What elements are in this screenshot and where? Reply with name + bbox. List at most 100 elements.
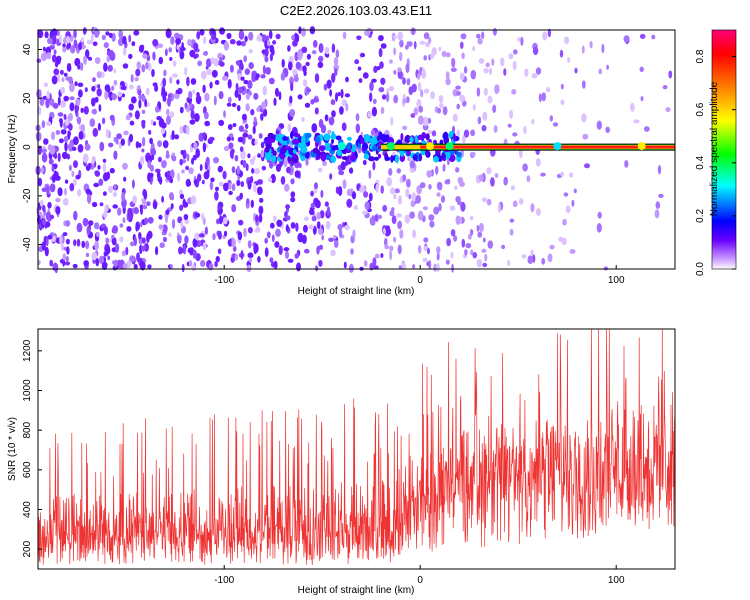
noise-blob	[333, 57, 339, 66]
noise-blob	[531, 73, 538, 79]
noise-blob	[53, 163, 58, 169]
noise-blob	[169, 76, 173, 84]
noise-blob	[97, 122, 101, 131]
noise-blob	[483, 68, 489, 74]
noise-blob	[58, 138, 64, 144]
noise-blob	[231, 183, 236, 192]
noise-blob	[287, 123, 292, 132]
noise-blob	[96, 88, 102, 97]
noise-blob	[245, 93, 251, 100]
noise-blob	[160, 122, 167, 129]
noise-blob	[349, 167, 354, 174]
noise-blob	[398, 195, 402, 205]
noise-blob	[420, 89, 424, 98]
noise-blob	[193, 179, 198, 185]
noise-blob	[138, 232, 142, 240]
noise-blob	[189, 119, 196, 125]
noise-blob	[172, 155, 177, 162]
cluster-blob	[400, 133, 404, 141]
noise-blob	[327, 129, 332, 134]
noise-blob	[558, 236, 564, 242]
noise-blob	[183, 214, 189, 221]
noise-blob	[406, 78, 411, 86]
noise-blob	[95, 258, 100, 267]
noise-blob	[127, 207, 133, 214]
noise-blob	[322, 160, 327, 167]
noise-blob	[340, 161, 346, 171]
noise-blob	[129, 241, 136, 247]
noise-blob	[523, 125, 527, 135]
noise-blob	[226, 136, 232, 142]
noise-blob	[217, 248, 222, 255]
noise-blob	[218, 91, 224, 100]
noise-blob	[192, 89, 196, 95]
noise-blob	[396, 168, 401, 174]
noise-blob	[484, 253, 488, 262]
noise-blob	[243, 79, 249, 85]
noise-blob	[158, 176, 163, 185]
noise-blob	[503, 68, 507, 76]
noise-blob	[80, 62, 84, 71]
noise-blob	[179, 50, 185, 60]
noise-blob	[105, 31, 110, 36]
noise-blob	[385, 226, 389, 236]
noise-blob	[227, 239, 233, 247]
noise-blob	[492, 104, 497, 114]
cluster-blob	[412, 154, 418, 161]
noise-blob	[223, 110, 226, 118]
noise-blob	[86, 193, 92, 204]
noise-blob	[242, 132, 249, 138]
noise-blob	[310, 190, 314, 197]
noise-blob	[256, 106, 261, 112]
noise-blob	[360, 52, 366, 58]
noise-blob	[109, 167, 115, 174]
noise-blob	[305, 61, 310, 67]
noise-blob	[311, 123, 318, 133]
noise-blob	[166, 175, 172, 181]
noise-blob	[325, 220, 331, 230]
noise-blob	[139, 221, 143, 228]
spectrogram-marks	[35, 26, 675, 274]
noise-blob	[476, 258, 483, 268]
noise-blob	[316, 221, 321, 230]
noise-blob	[371, 78, 377, 83]
noise-blob	[178, 246, 183, 255]
snr-ylabel: SNR (10 * v/v)	[7, 417, 18, 481]
noise-blob	[315, 198, 319, 206]
noise-blob	[310, 202, 316, 209]
noise-blob	[171, 130, 175, 141]
noise-blob	[186, 76, 190, 87]
noise-blob	[93, 182, 100, 188]
cluster-blob	[347, 136, 352, 141]
noise-blob	[665, 107, 671, 112]
noise-blob	[217, 52, 223, 60]
noise-blob	[538, 93, 543, 103]
noise-blob	[487, 240, 494, 249]
noise-blob	[406, 178, 411, 188]
noise-blob	[135, 141, 140, 149]
noise-blob	[541, 257, 546, 265]
noise-blob	[158, 56, 164, 65]
noise-blob	[261, 101, 266, 110]
noise-blob	[364, 29, 371, 36]
noise-blob	[165, 153, 170, 159]
noise-blob	[194, 113, 200, 122]
noise-blob	[243, 227, 247, 238]
noise-blob	[413, 107, 419, 116]
noise-blob	[477, 38, 483, 45]
noise-blob	[306, 88, 312, 93]
cluster-blob	[420, 149, 426, 156]
noise-blob	[165, 209, 170, 215]
noise-blob	[191, 264, 196, 272]
noise-blob	[374, 214, 379, 222]
noise-blob	[337, 186, 343, 196]
noise-blob	[549, 115, 553, 122]
noise-blob	[121, 93, 125, 98]
noise-blob	[36, 58, 42, 63]
noise-blob	[188, 167, 194, 175]
noise-blob	[103, 62, 108, 72]
noise-blob	[416, 185, 422, 195]
noise-blob	[397, 31, 404, 41]
noise-blob	[438, 46, 442, 52]
noise-blob	[211, 69, 218, 78]
